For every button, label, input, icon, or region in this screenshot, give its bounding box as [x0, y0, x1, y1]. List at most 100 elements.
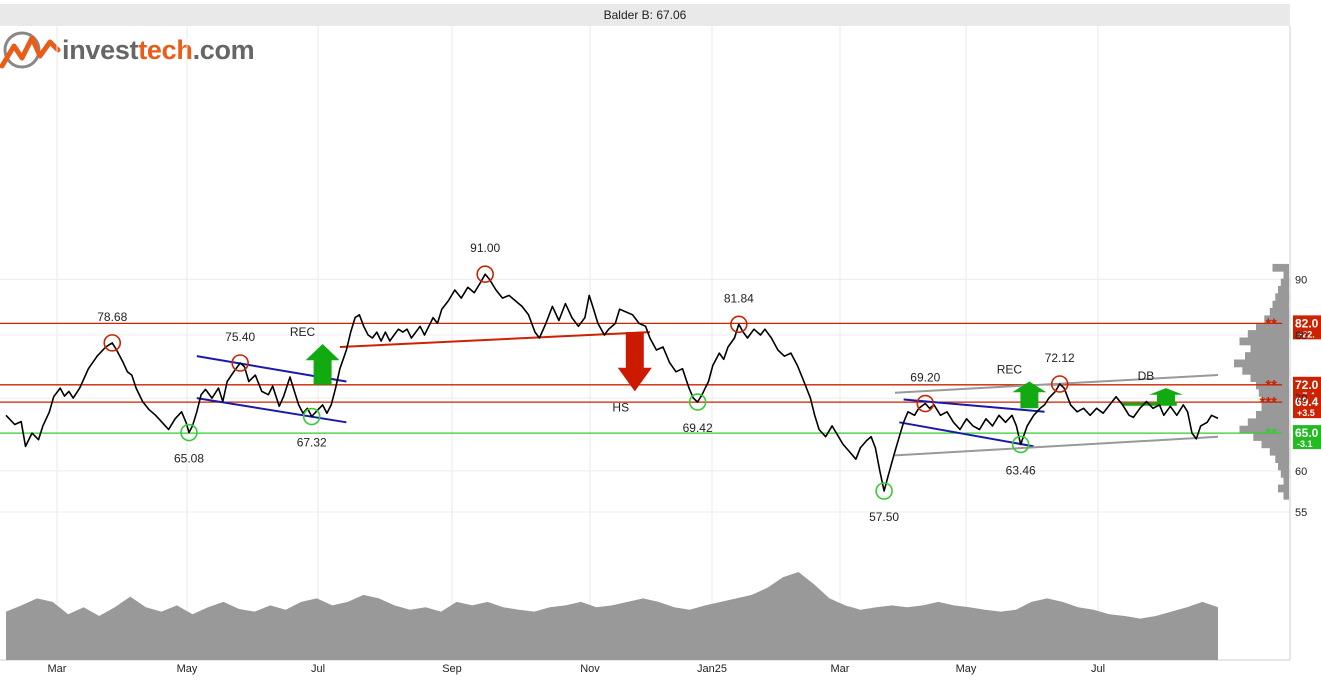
level-tag — [1293, 394, 1321, 419]
pivot-label: 69.42 — [683, 421, 713, 435]
volume-profile-bar — [1283, 491, 1289, 500]
volume-profile-bar — [1256, 411, 1289, 419]
pivot-marker-bottom — [302, 407, 321, 426]
volume-profile-bar — [1253, 433, 1290, 441]
x-tick-label: Nov — [580, 663, 600, 675]
x-tick-label: Jan25 — [697, 663, 727, 675]
level-stars: ** — [1265, 377, 1277, 394]
signal-arrow-buy — [305, 344, 340, 385]
trend-line-grey — [894, 374, 1219, 394]
pivot-marker-bottom — [875, 482, 893, 500]
volume-profile-bar — [1256, 322, 1289, 331]
volume-profile-bar — [1261, 403, 1289, 412]
volume-profile-bar — [1280, 278, 1290, 287]
price-line — [5, 273, 1219, 492]
signal-label: REC — [997, 363, 1023, 377]
trend-line-blue — [903, 398, 1045, 413]
level-price-label: 65.0 — [1295, 426, 1319, 440]
volume-profile-bar — [1278, 286, 1289, 294]
signal-arrow-sell — [617, 332, 652, 392]
y-tick-label: 90 — [1295, 274, 1307, 286]
y-tick-label: 80 — [1295, 330, 1307, 342]
pivot-marker-bottom — [688, 393, 707, 411]
signal-arrow-buy — [1149, 388, 1183, 405]
logo-icon — [0, 31, 61, 69]
signal-label: DB — [1138, 369, 1155, 383]
volume-profile-bar — [1269, 308, 1290, 316]
volume-profile-bar — [1272, 263, 1289, 272]
x-tick-label: Jul — [311, 663, 325, 675]
level-pct-label: +3.5 — [1297, 408, 1315, 418]
logo-text: investtech.com — [62, 34, 255, 66]
x-tick-label: May — [177, 663, 198, 675]
investtech-logo: investtech.com — [0, 30, 255, 70]
x-tick-label: May — [956, 663, 977, 675]
y-tick-label: 55 — [1295, 507, 1307, 519]
pivot-marker-top — [1050, 375, 1069, 393]
signal-arrow-buy — [1012, 381, 1047, 409]
y-tick-label: 70 — [1295, 393, 1307, 405]
volume-profile-bar — [1239, 425, 1289, 434]
chart-title: Balder B: 67.06 — [0, 4, 1290, 26]
volume-profile-bar — [1261, 396, 1289, 405]
volume-profile-bar — [1250, 374, 1289, 382]
volume-profile-bar — [1275, 293, 1290, 302]
level-stars: ** — [1265, 425, 1277, 442]
pivot-label: 78.68 — [97, 310, 127, 324]
x-tick-label: Jul — [1091, 663, 1105, 675]
volume-profile-bar — [1258, 389, 1290, 397]
volume-profile-bar — [1264, 315, 1290, 324]
trend-line-blue — [899, 421, 1034, 448]
x-tick-label: Mar — [831, 663, 850, 675]
pivot-marker-top — [103, 334, 122, 352]
pivot-marker-top — [231, 354, 249, 372]
volume-profile-bar — [1278, 462, 1289, 471]
volume-profile-bar — [1278, 484, 1289, 493]
volume-profile-bar — [1234, 359, 1289, 368]
y-tick-label: 60 — [1295, 466, 1307, 478]
level-pct-label: -3.1 — [1297, 439, 1313, 449]
pivot-marker-top — [916, 394, 935, 413]
level-price-label: 72.0 — [1295, 378, 1319, 392]
volume-profile-bar — [1256, 381, 1289, 390]
pivot-label: 81.84 — [724, 291, 754, 305]
volume-profile-bar — [1250, 344, 1289, 353]
pivot-marker-top — [730, 315, 748, 334]
logo-text-part1: invest — [62, 34, 139, 65]
volume-profile-bar — [1280, 469, 1290, 478]
signal-label: HS — [612, 400, 629, 414]
level-tag — [1293, 425, 1321, 450]
volume-profile-bar — [1283, 271, 1289, 280]
trend-line-blue — [196, 397, 347, 424]
pivot-label: 91.00 — [470, 241, 500, 255]
volume-profile-bar — [1269, 447, 1290, 456]
pivot-label: 72.12 — [1045, 351, 1075, 365]
level-price-label: 69.4 — [1295, 395, 1319, 409]
volume-profile-bar — [1245, 352, 1289, 360]
volume-profile-bar — [1239, 337, 1289, 346]
pivot-label: 69.20 — [910, 371, 940, 385]
volume-profile-bar — [1261, 440, 1289, 449]
volume-profile-bar — [1283, 477, 1289, 485]
pivot-label: 75.40 — [225, 330, 255, 344]
level-stars: *** — [1259, 394, 1277, 411]
level-stars: ** — [1265, 315, 1277, 332]
pivot-label: 63.46 — [1006, 463, 1036, 477]
pivot-label: 67.32 — [297, 436, 327, 450]
volume-profile-bar — [1247, 330, 1290, 338]
x-tick-label: Sep — [442, 663, 462, 675]
logo-text-part3: .com — [192, 34, 255, 65]
level-tag — [1293, 315, 1321, 340]
trend-line-grey — [894, 435, 1219, 457]
logo-text-part2: tech — [138, 34, 193, 65]
pivot-marker-top — [476, 265, 494, 283]
level-pct-label: +22. — [1297, 329, 1315, 339]
pivot-marker-bottom — [180, 423, 198, 442]
trend-line-red — [339, 331, 650, 348]
volume-profile-bar — [1247, 418, 1290, 427]
signal-label: REC — [290, 325, 316, 339]
volume-profile-bar — [1272, 300, 1289, 309]
volume-profile-bar — [1242, 366, 1290, 375]
level-price-label: 82.0 — [1295, 316, 1319, 330]
